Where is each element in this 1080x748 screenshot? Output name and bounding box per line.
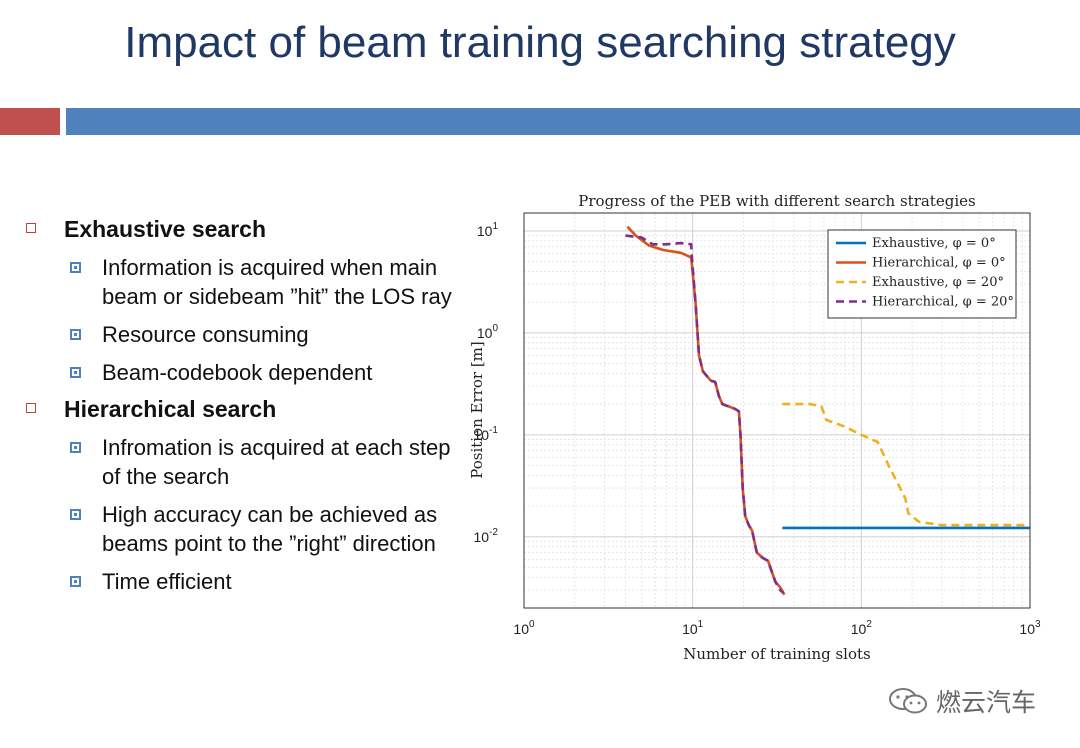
legend-label: Hierarchical, φ = 0° <box>872 256 1006 271</box>
sub-bullet-text: Resource consuming <box>102 322 309 347</box>
watermark-text: 燃云汽车 <box>936 688 1037 717</box>
bullet-hierarchical: Hierarchical search <box>26 396 466 423</box>
legend-label: Exhaustive, φ = 0° <box>872 236 996 251</box>
plot-frame <box>523 212 1031 609</box>
chart-title: Progress of the PEB with different searc… <box>578 192 975 210</box>
sub-bullet: Beam-codebook dependent <box>26 358 466 387</box>
sub-bullet: Infromation is acquired at each step of … <box>26 433 466 491</box>
legend-box <box>827 229 1017 319</box>
wechat-icon <box>889 688 927 714</box>
title-bar <box>66 108 1080 135</box>
sub-bullet-text: High accuracy can be achieved as beams p… <box>102 502 438 556</box>
sub-bullet-text: Infromation is acquired at each step of … <box>102 435 451 489</box>
x-tick-labels: 100 101 102 103 <box>513 619 1041 637</box>
y-tick-label: 10-2 <box>474 527 499 545</box>
legend-label: Hierarchical, φ = 20° <box>872 295 1014 310</box>
sub-bullet-text: Information is acquired when main beam o… <box>102 255 452 309</box>
x-axis-label: Number of training slots <box>683 645 870 663</box>
sub-bullet: Information is acquired when main beam o… <box>26 253 466 311</box>
bullet-label: Hierarchical search <box>64 396 277 422</box>
bullet-list: Exhaustive search Information is acquire… <box>26 210 466 605</box>
x-tick-label: 103 <box>1019 619 1041 637</box>
grid-minor <box>524 213 1030 609</box>
slide-title: Impact of beam training searching strate… <box>124 18 956 67</box>
y-tick-labels: 101 100 10-1 10-2 <box>474 221 499 545</box>
y-axis-label: Position Error [m] <box>468 341 486 478</box>
peb-chart: Progress of the PEB with different searc… <box>468 192 1041 663</box>
series-line-3 <box>625 234 785 595</box>
x-tick-label: 101 <box>682 619 704 637</box>
watermark: 燃云汽车 <box>886 684 1036 718</box>
y-tick-label: 101 <box>477 221 499 239</box>
sub-bullet: Resource consuming <box>26 320 466 349</box>
x-tick-label: 102 <box>851 619 873 637</box>
square-bullet-icon <box>70 576 81 587</box>
square-bullet-icon <box>70 367 81 378</box>
sub-bullet-text: Time efficient <box>102 569 232 594</box>
square-bullet-icon <box>26 223 36 233</box>
title-bar-accent <box>0 108 60 135</box>
chart-legend: Exhaustive, φ = 0° Hierarchical, φ = 0° Ex… <box>827 229 1017 319</box>
sub-bullet: Time efficient <box>26 567 466 596</box>
square-bullet-icon <box>26 403 36 413</box>
square-bullet-icon <box>70 262 81 273</box>
square-bullet-icon <box>70 509 81 520</box>
series-line-2 <box>782 402 1030 527</box>
x-tick-label: 100 <box>513 619 535 637</box>
square-bullet-icon <box>70 442 81 453</box>
legend-label: Exhaustive, φ = 20° <box>872 275 1004 290</box>
y-tick-label: 100 <box>477 323 499 341</box>
series-layer <box>625 225 1030 596</box>
bullet-exhaustive: Exhaustive search <box>26 216 466 243</box>
square-bullet-icon <box>70 329 81 340</box>
y-tick-label: 10-1 <box>474 425 499 443</box>
sub-bullet: High accuracy can be achieved as beams p… <box>26 500 466 558</box>
sub-bullet-text: Beam-codebook dependent <box>102 360 373 385</box>
bullet-label: Exhaustive search <box>64 216 267 242</box>
